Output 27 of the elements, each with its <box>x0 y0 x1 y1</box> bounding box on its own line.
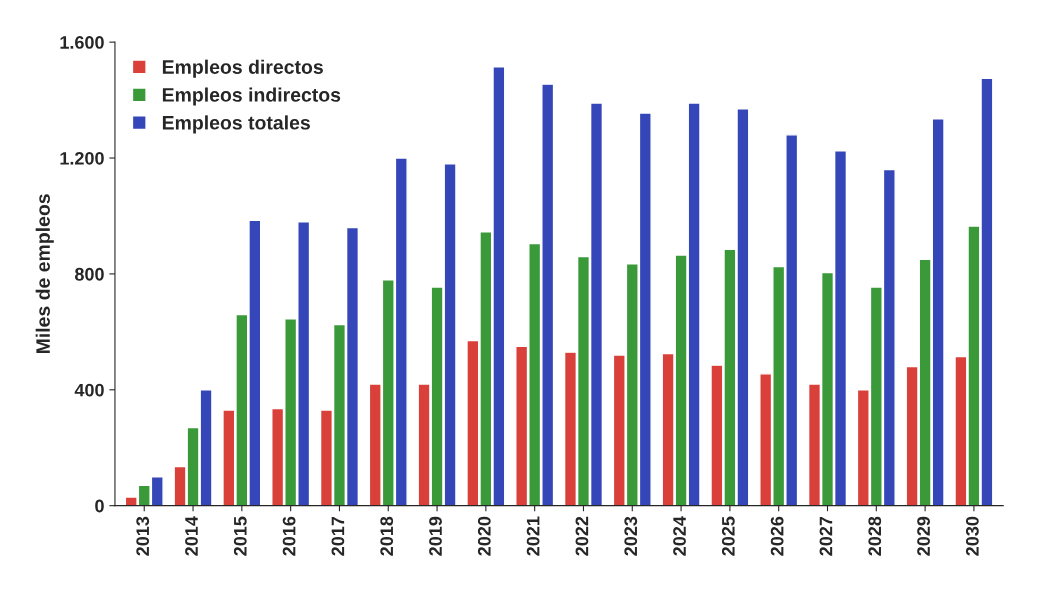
legend-label: Empleos totales <box>162 115 310 134</box>
y-tick-label: 400 <box>74 383 104 397</box>
x-tick-label: 2017 <box>331 516 345 556</box>
y-axis-title: Miles de empleos <box>35 194 54 354</box>
legend-label: Empleos indirectos <box>162 87 341 106</box>
y-tick-label: 0 <box>95 499 104 513</box>
x-tick-label: 2020 <box>477 516 491 556</box>
legend-label: Empleos directos <box>162 59 323 78</box>
x-tick-label: 2015 <box>233 516 247 556</box>
x-tick-label: 2029 <box>917 516 930 556</box>
x-tick-label: 2018 <box>380 516 394 556</box>
x-tick-label: 2025 <box>721 516 735 556</box>
y-tick-label: 1.200 <box>60 151 104 165</box>
x-tick-label: 2027 <box>819 516 833 556</box>
x-tick-label: 2023 <box>624 516 638 556</box>
x-tick-label: 2019 <box>429 516 442 556</box>
x-tick-label: 2030 <box>965 516 979 556</box>
x-tick-label: 2026 <box>770 516 784 556</box>
x-tick-label: 2013 <box>136 516 150 556</box>
x-tick-label: 2016 <box>282 516 296 556</box>
x-tick-label: 2014 <box>185 516 198 556</box>
x-tick-label: 2024 <box>673 516 686 556</box>
y-tick-label: 800 <box>74 267 104 281</box>
x-tick-label: 2021 <box>526 516 540 556</box>
x-tick-label: 2022 <box>575 516 589 556</box>
y-tick-label: 1.600 <box>60 36 104 49</box>
x-tick-label: 2028 <box>868 516 882 556</box>
